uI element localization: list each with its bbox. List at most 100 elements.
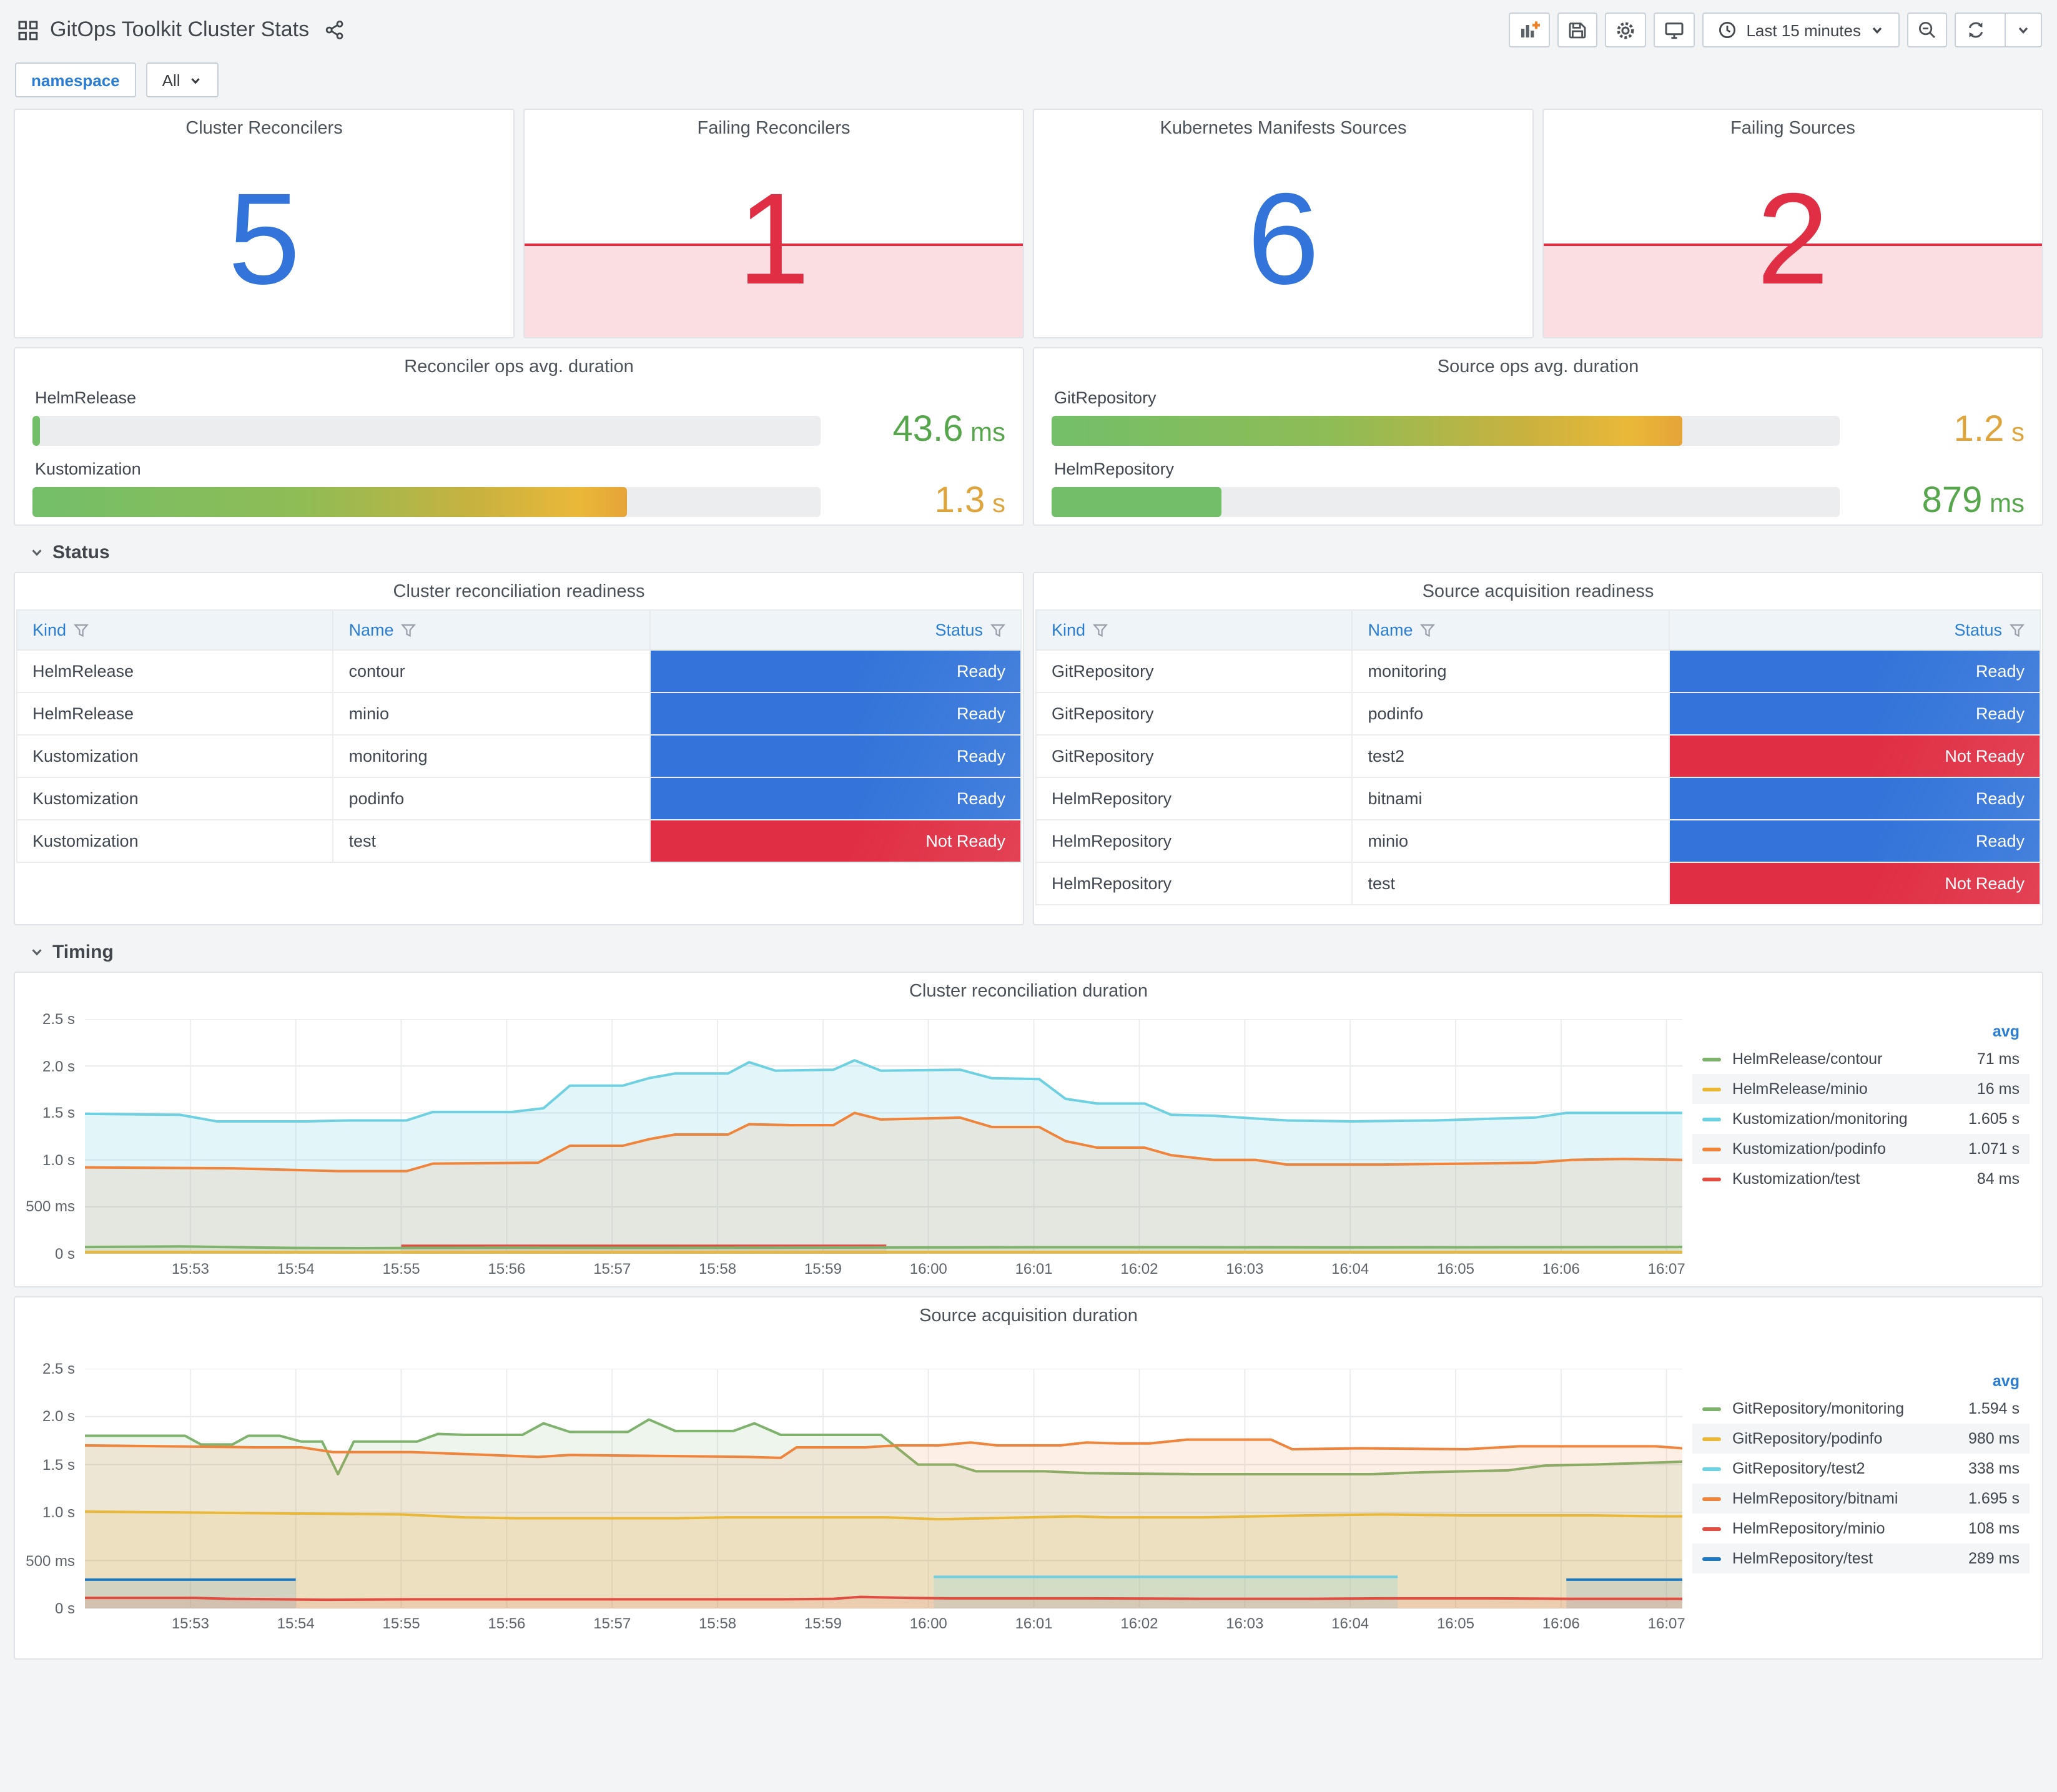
legend-series-avg: 289 ms [1968,1550,2020,1567]
legend-series-swatch [1702,1057,1721,1061]
zoom-out-button[interactable] [1907,12,1947,47]
variable-namespace-label[interactable]: namespace [15,62,136,97]
legend-series-name[interactable]: Kustomization/podinfo [1732,1140,1886,1158]
save-dashboard-button[interactable] [1557,12,1598,47]
column-header-kind[interactable]: Kind [1035,609,1353,651]
column-header-status[interactable]: Status [1668,609,2041,651]
bar-gauge-value: 1.3 s [934,481,1005,521]
time-range-picker[interactable]: Last 15 minutes [1702,12,1900,47]
y-tick-label: 2.0 s [42,1057,75,1075]
legend-series-avg: 1.605 s [1968,1110,2020,1128]
status-badge: Ready [649,649,1022,693]
legend-series-avg: 1.071 s [1968,1140,2020,1158]
legend-series-swatch [1702,1467,1721,1470]
legend-item: Kustomization/test 84 ms [1692,1164,2030,1194]
legend-series-name[interactable]: GitRepository/podinfo [1732,1430,1883,1447]
chart-plot-area[interactable] [85,1019,1682,1254]
x-tick-label: 16:00 [909,1260,947,1278]
stat-value: 1 [737,167,810,312]
cell-kind: HelmRepository [1035,777,1353,820]
variable-namespace-value-dropdown[interactable]: All [146,62,219,97]
panel-title[interactable]: Cluster reconciliation readiness [393,582,645,602]
legend-series-name[interactable]: HelmRelease/minio [1732,1080,1868,1098]
cell-kind: GitRepository [1035,649,1353,693]
panel-title[interactable]: Failing Sources [1730,119,1855,139]
cell-name: test2 [1351,734,1670,778]
bar-gauge-value: 43.6 ms [892,410,1005,450]
x-tick-label: 15:54 [277,1260,315,1278]
x-tick-label: 15:57 [593,1615,631,1632]
legend-series-avg: 338 ms [1968,1460,2020,1477]
column-header-name[interactable]: Name [332,609,651,651]
column-header-name[interactable]: Name [1351,609,1670,651]
column-header-kind[interactable]: Kind [16,609,334,651]
legend-series-name[interactable]: GitRepository/monitoring [1732,1400,1905,1417]
y-tick-label: 2.5 s [42,1010,75,1028]
legend-item: HelmRelease/contour 71 ms [1692,1044,2030,1074]
bar-gauge-value: 879 ms [1921,481,2025,521]
x-tick-label: 16:02 [1120,1615,1158,1632]
panel-title[interactable]: Source ops avg. duration [1437,357,1639,377]
panel-title[interactable]: Cluster Reconcilers [185,119,343,139]
cell-name: podinfo [332,777,651,820]
filter-funnel-icon[interactable] [401,623,417,638]
apps-grid-icon[interactable] [17,19,39,41]
panel-title[interactable]: Kubernetes Manifests Sources [1160,119,1407,139]
stat-sparkline [525,244,1023,337]
filter-funnel-icon[interactable] [74,623,89,638]
section-status-label: Status [52,542,110,563]
panel-title[interactable]: Source acquisition readiness [1422,582,1654,602]
filter-funnel-icon[interactable] [990,623,1005,638]
bar-gauge-track [32,415,821,445]
x-tick-label: 15:54 [277,1615,315,1632]
chevron-down-icon [32,949,42,956]
chevron-down-icon [2018,27,2028,34]
dashboard-settings-button[interactable] [1605,12,1647,47]
filter-funnel-icon[interactable] [1420,623,1436,638]
legend-series-swatch [1702,1147,1721,1151]
time-range-label: Last 15 minutes [1746,21,1861,39]
status-badge: Ready [1668,649,2041,693]
x-tick-label: 16:07 [1647,1260,1685,1278]
legend-series-name[interactable]: GitRepository/test2 [1732,1460,1865,1477]
legend-avg-header[interactable]: avg [1992,1023,2020,1040]
stat-panel: Cluster Reconcilers 5 [14,109,515,338]
table-row: HelmRelease minio Ready [16,692,1022,736]
x-tick-label: 16:01 [1015,1615,1053,1632]
refresh-button[interactable] [1956,14,1996,46]
filter-funnel-icon[interactable] [2010,623,2025,638]
legend-avg-header[interactable]: avg [1992,1372,2020,1390]
chart-legend: avg GitRepository/monitoring 1.594 s GitRep… [1687,1369,2042,1573]
refresh-interval-button[interactable] [2005,14,2041,46]
share-icon[interactable] [324,20,344,40]
cell-kind: Kustomization [16,777,334,820]
legend-series-name[interactable]: Kustomization/monitoring [1732,1110,1908,1128]
legend-series-name[interactable]: HelmRepository/minio [1732,1520,1885,1537]
legend-series-name[interactable]: HelmRepository/test [1732,1550,1873,1567]
filter-funnel-icon[interactable] [1093,623,1108,638]
chart-plot-area[interactable] [85,1369,1682,1608]
add-panel-button[interactable] [1509,12,1551,47]
legend-series-name[interactable]: HelmRelease/contour [1732,1050,1883,1068]
bar-gauge-value: 1.2 s [1953,410,2025,450]
cell-kind: GitRepository [1035,734,1353,778]
status-badge: Ready [1668,777,2041,820]
panel-title[interactable]: Reconciler ops avg. duration [404,357,634,377]
timeseries-panel: Source acquisition duration 0 s 500 ms 1.0… [14,1296,2043,1660]
column-header-status[interactable]: Status [649,609,1022,651]
section-status[interactable]: Status [14,526,2043,563]
panel-title[interactable]: Source acquisition duration [919,1306,1138,1326]
legend-series-swatch [1702,1527,1721,1530]
section-timing[interactable]: Timing [14,925,2043,963]
panel-title[interactable]: Cluster reconciliation duration [909,982,1148,1002]
legend-item: HelmRelease/minio 16 ms [1692,1074,2030,1104]
bar-gauge-track [32,486,821,516]
bar-gauge-row: HelmRelease 43.6 ms [32,388,1005,448]
bar-gauge-label: HelmRelease [35,388,137,407]
panel-title[interactable]: Failing Reconcilers [697,119,851,139]
cycle-view-button[interactable] [1654,12,1695,47]
dashboard-title[interactable]: GitOps Toolkit Cluster Stats [50,17,310,41]
legend-series-name[interactable]: Kustomization/test [1732,1170,1860,1188]
legend-series-name[interactable]: HelmRepository/bitnami [1732,1490,1898,1507]
bar-gauge-panel: Source ops avg. duration GitRepository 1… [1033,347,2043,526]
